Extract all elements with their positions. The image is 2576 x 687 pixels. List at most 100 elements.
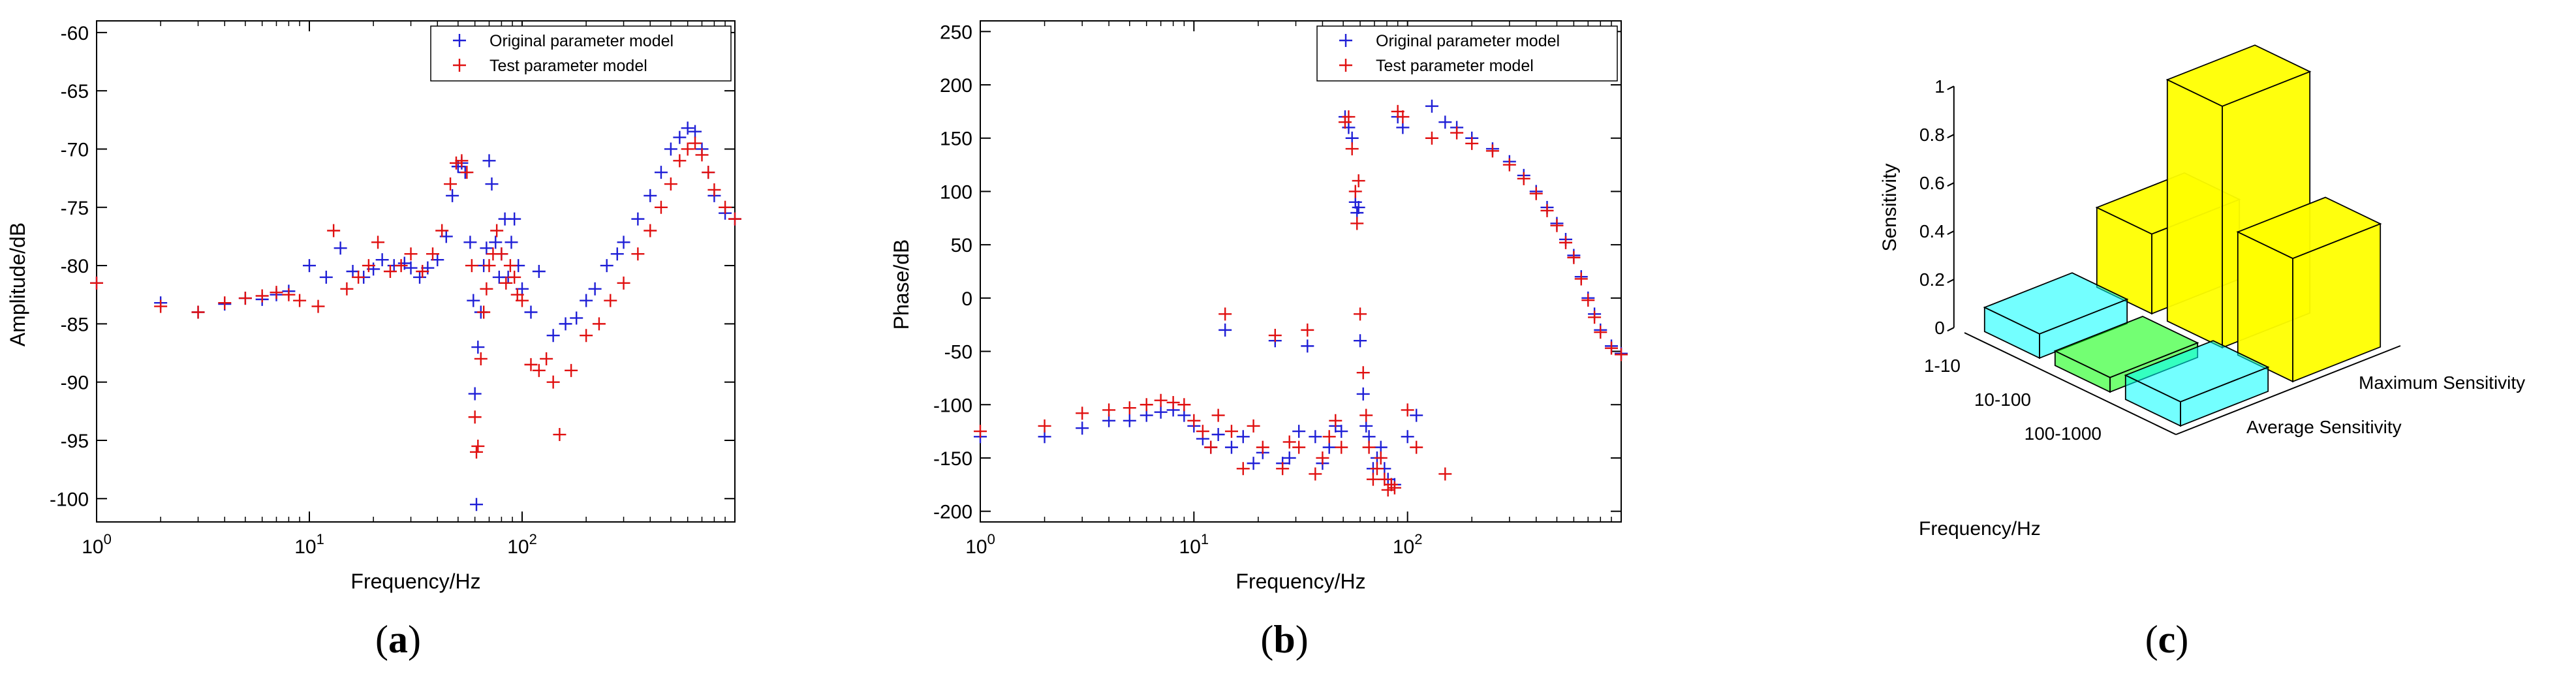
data-point-test	[1309, 467, 1322, 481]
data-point-test	[1187, 414, 1201, 427]
category-label: 10-100	[1974, 389, 2031, 410]
data-point-original	[570, 311, 583, 325]
data-point-test	[1236, 462, 1250, 476]
data-point-test	[470, 445, 484, 459]
data-point-test	[1038, 419, 1051, 433]
data-point-original	[489, 236, 503, 249]
data-point-test	[1362, 440, 1376, 454]
bar-front-face	[2166, 78, 2223, 349]
y-tick-label: -95	[61, 431, 89, 452]
data-point-test	[455, 154, 469, 168]
bar-average	[2124, 340, 2270, 427]
data-point-original	[1309, 430, 1322, 444]
legend-label: Test parameter model	[1376, 57, 1534, 75]
data-point-test	[1574, 272, 1588, 286]
legend-label: Test parameter model	[489, 57, 647, 75]
z-tick	[1947, 279, 1955, 284]
data-point-original	[1247, 457, 1260, 470]
data-point-original	[303, 259, 316, 273]
data-point-original	[346, 265, 360, 278]
legend-box	[430, 25, 732, 82]
data-point-original	[446, 189, 459, 202]
data-point-test	[1485, 144, 1499, 158]
data-point-original	[471, 341, 485, 354]
y-tick-label: -200	[933, 502, 972, 523]
data-point-test	[477, 305, 491, 319]
y-tick-label: -75	[61, 198, 89, 219]
data-point-test	[565, 363, 578, 377]
data-point-original	[559, 317, 572, 331]
legend-label: Original parameter model	[1376, 32, 1560, 50]
data-point-test	[1388, 481, 1401, 495]
bar-average	[1983, 272, 2129, 359]
data-point-test	[1140, 398, 1153, 412]
data-point-test	[154, 299, 168, 313]
y-tick-label: -80	[61, 256, 89, 277]
y-axis-title: Phase/dB	[890, 239, 913, 330]
data-point-test	[1615, 348, 1628, 361]
data-point-test	[1268, 329, 1282, 343]
chart-panel-c: 0 0.2 0.4 0.6 0.8 1 Sensitivity 1-10 10-100 100-1…	[1879, 44, 2525, 540]
data-point-original	[580, 294, 593, 307]
data-point-test	[689, 136, 702, 150]
data-point-test	[1378, 472, 1391, 486]
data-point-original	[1401, 430, 1414, 444]
data-point-original	[470, 498, 484, 511]
y-tick-label: 50	[951, 235, 972, 256]
y-tick-label: 200	[940, 75, 972, 97]
data-point-original	[482, 154, 496, 168]
data-point-original	[319, 270, 333, 284]
data-point-test	[352, 270, 365, 284]
data-point-original	[681, 121, 694, 135]
data-point-test	[371, 236, 385, 249]
data-point-test	[1605, 341, 1619, 355]
z-tick	[1947, 85, 1955, 91]
data-point-original	[617, 236, 630, 249]
legend: Original parameter model Test parameter m…	[1316, 25, 1618, 82]
x-axis-title: Frequency/Hz	[350, 570, 480, 593]
data-point-test	[1282, 435, 1296, 449]
data-point-test	[673, 154, 687, 168]
z-tick-label: 1	[1934, 76, 1945, 97]
data-point-test	[435, 224, 449, 237]
category-label: 1-10	[1924, 356, 1961, 376]
data-point-test	[1154, 393, 1168, 407]
data-point-test	[631, 247, 645, 261]
data-point-test	[1123, 401, 1136, 415]
data-point-test	[532, 363, 546, 377]
data-point-original	[532, 265, 546, 278]
data-point-test	[1594, 326, 1607, 339]
data-point-test	[1345, 142, 1359, 156]
legend-label: Original parameter model	[489, 32, 674, 50]
data-point-test	[1381, 483, 1395, 496]
data-point-original	[1354, 334, 1367, 348]
data-point-test	[1410, 440, 1423, 454]
data-point-test	[480, 282, 493, 296]
data-point-test	[482, 259, 496, 273]
data-point-original	[1076, 421, 1089, 435]
data-point-original	[413, 270, 427, 284]
legend-marker	[453, 34, 466, 47]
data-point-test	[1588, 311, 1602, 324]
chart-panel-b: 100 101 102 -200 -150 -100 -50 0 50 100 150 200 250 F…	[890, 20, 1628, 593]
data-point-test	[503, 259, 517, 273]
data-point-test	[524, 358, 538, 371]
data-point-test	[1218, 307, 1232, 321]
panel-label-b: (b)	[1260, 618, 1308, 661]
data-point-test	[707, 183, 721, 196]
data-point-test	[394, 259, 408, 273]
x-tick-label: 102	[1393, 531, 1423, 558]
data-point-test	[1350, 217, 1364, 230]
data-point-test	[1177, 398, 1191, 412]
data-point-test	[604, 294, 617, 307]
data-point-test	[1359, 408, 1373, 422]
data-point-test	[238, 292, 252, 305]
y-tick-label: 0	[961, 288, 972, 310]
data-point-test	[974, 425, 987, 438]
data-point-test	[191, 305, 205, 319]
data-point-test	[1425, 131, 1438, 145]
z-tick-label: 0.8	[1919, 125, 1945, 145]
data-point-test	[1581, 294, 1595, 307]
data-point-original	[1236, 430, 1250, 444]
